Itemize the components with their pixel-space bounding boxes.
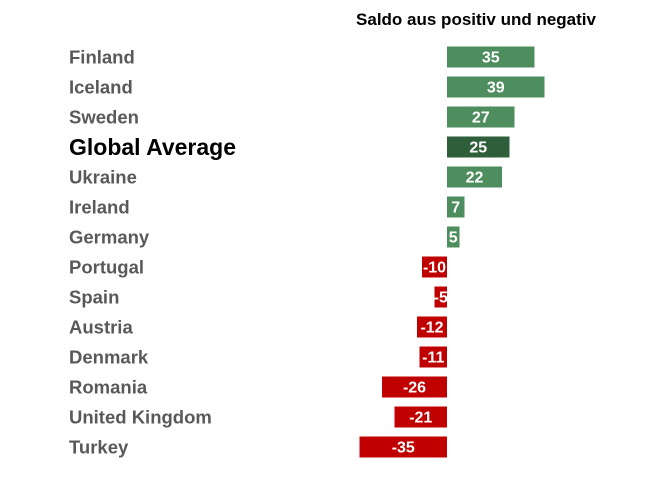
value-label-finland: 35 (482, 50, 500, 67)
bar-germany (447, 226, 460, 248)
value-label-romania: -26 (403, 380, 426, 397)
bar-sweden (447, 106, 515, 128)
chart-title: Saldo aus positiv und negativ (356, 10, 596, 29)
value-label-spain: -5 (434, 290, 448, 307)
bar-spain (434, 286, 447, 308)
category-label-portugal: Portugal (69, 257, 144, 278)
bar-austria (417, 316, 447, 338)
value-label-portugal: -10 (423, 260, 446, 277)
bar-united-kingdom (394, 406, 447, 428)
category-label-iceland: Iceland (69, 77, 133, 98)
value-label-turkey: -35 (392, 440, 415, 457)
value-label-denmark: -11 (422, 350, 444, 367)
category-label-ukraine: Ukraine (69, 167, 137, 188)
category-label-germany: Germany (69, 227, 150, 248)
value-label-ukraine: 22 (466, 170, 484, 187)
value-label-austria: -12 (420, 320, 443, 337)
category-label-global-average: Global Average (69, 134, 236, 160)
bar-finland (447, 46, 535, 68)
bar-turkey (359, 436, 447, 458)
category-label-romania: Romania (69, 377, 148, 398)
value-label-germany: 5 (449, 230, 458, 247)
bar-romania (382, 376, 447, 398)
category-label-turkey: Turkey (69, 437, 129, 458)
bars (359, 46, 545, 458)
bar-portugal (422, 256, 447, 278)
value-label-ireland: 7 (451, 200, 460, 217)
bar-iceland (447, 76, 545, 98)
category-label-united-kingdom: United Kingdom (69, 407, 212, 428)
category-label-finland: Finland (69, 47, 135, 68)
category-label-sweden: Sweden (69, 107, 139, 128)
bar-ireland (447, 196, 465, 218)
value-labels: 35 39 27 25 22 7 5-10 -5 -12 -11 -26 -21 -35 (392, 50, 505, 457)
value-label-global-average: 25 (469, 140, 487, 157)
category-label-ireland: Ireland (69, 197, 130, 218)
bar-denmark (419, 346, 447, 368)
value-label-united-kingdom: -21 (409, 410, 432, 427)
category-labels: Finland Iceland Sweden Global Average Ukrain… (69, 47, 236, 458)
category-label-austria: Austria (69, 317, 133, 338)
value-label-iceland: 39 (487, 80, 505, 97)
bar-global-average (447, 136, 510, 158)
value-label-sweden: 27 (472, 110, 490, 127)
category-label-denmark: Denmark (69, 347, 149, 368)
category-label-spain: Spain (69, 287, 119, 308)
bar-ukraine (447, 166, 502, 188)
